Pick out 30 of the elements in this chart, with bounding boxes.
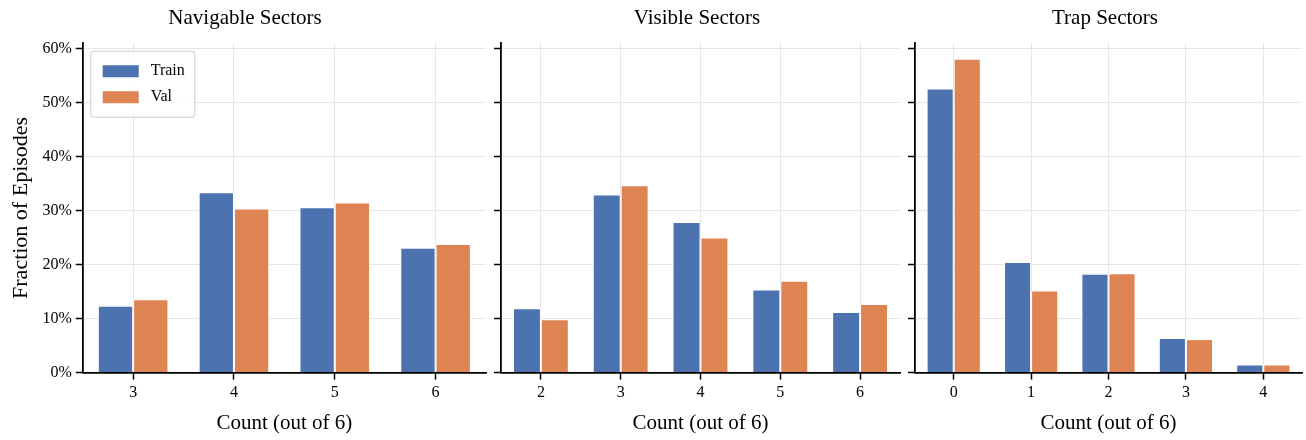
- chart-title: Visible Sectors: [633, 5, 761, 30]
- y-tick-label: 30%: [42, 200, 72, 218]
- x-tick-label: 0: [949, 383, 958, 401]
- y-axis-title: Fraction of Episodes: [6, 116, 32, 299]
- y-tick-label: 50%: [42, 92, 72, 110]
- x-axis-title: Count (out of 6): [216, 409, 353, 434]
- legend-label: Train: [150, 61, 185, 79]
- x-tick-label: 4: [1259, 383, 1268, 401]
- x-tick-label: 3: [616, 383, 625, 401]
- y-tick-label: 0%: [50, 362, 72, 380]
- x-tick-label: 2: [1104, 383, 1113, 401]
- legend-label: Val: [150, 87, 173, 105]
- y-tick-label: 10%: [42, 308, 72, 326]
- y-tick-label: 40%: [42, 146, 72, 164]
- chart-title: Trap Sectors: [1052, 5, 1158, 30]
- y-tick-label: 60%: [42, 38, 72, 56]
- y-tick-label: 20%: [42, 254, 72, 272]
- x-tick-label: 3: [129, 383, 138, 401]
- x-tick-label: 6: [856, 383, 865, 401]
- x-tick-label: 1: [1027, 383, 1036, 401]
- x-axis-title: Count (out of 6): [1040, 409, 1177, 434]
- x-tick-label: 2: [536, 383, 545, 401]
- x-tick-label: 5: [776, 383, 785, 401]
- x-axis-title: Count (out of 6): [632, 409, 769, 434]
- x-tick-label: 4: [696, 383, 705, 401]
- x-tick-label: 4: [229, 383, 238, 401]
- chart-title: Navigable Sectors: [168, 5, 322, 30]
- x-tick-label: 3: [1181, 383, 1190, 401]
- x-tick-label: 5: [330, 383, 339, 401]
- x-tick-label: 6: [431, 383, 440, 401]
